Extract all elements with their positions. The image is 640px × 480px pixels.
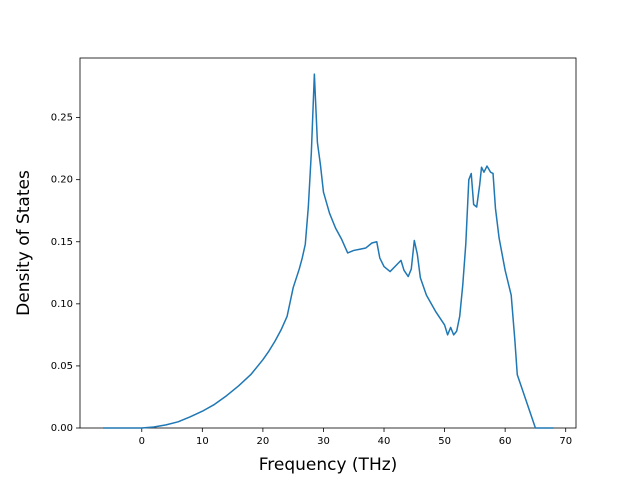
y-tick-label: 0.00 [51, 423, 73, 434]
plot-frame [79, 57, 577, 429]
data-line [103, 73, 554, 429]
y-tick-label: 0.25 [51, 113, 73, 124]
y-tick-label: 0.10 [51, 299, 73, 310]
x-axis-label: Frequency (THz) [259, 455, 398, 475]
y-tick-label: 0.20 [51, 175, 73, 186]
x-tick-label: 20 [257, 436, 270, 447]
y-tick-label: 0.15 [51, 237, 73, 248]
x-tick-label: 10 [196, 436, 209, 447]
x-tick-label: 70 [559, 436, 572, 447]
x-tick-label: 30 [317, 436, 330, 447]
y-tick-label: 0.05 [51, 361, 73, 372]
x-tick-label: 0 [139, 436, 145, 447]
x-tick-label: 50 [438, 436, 451, 447]
x-tick-label: 40 [378, 436, 391, 447]
x-tick-label: 60 [499, 436, 512, 447]
y-axis-label: Density of States [14, 170, 34, 316]
